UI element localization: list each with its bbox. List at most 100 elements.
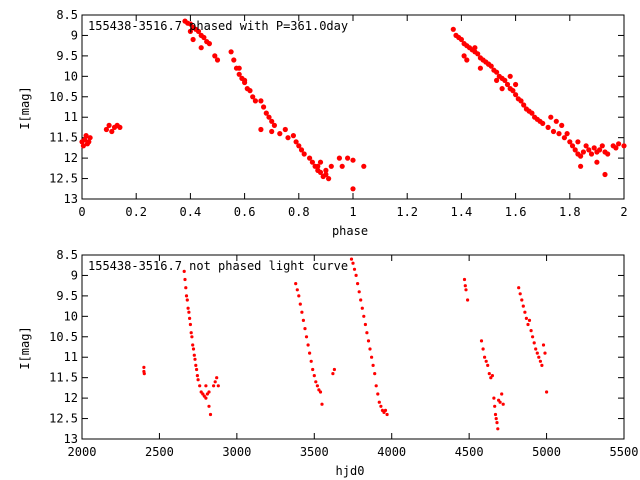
data-point — [282, 126, 288, 133]
data-point — [540, 363, 544, 367]
data-point — [271, 122, 277, 128]
x-tick-label: 1.2 — [396, 205, 418, 219]
data-point — [499, 86, 505, 92]
data-point — [336, 155, 342, 161]
data-point — [486, 363, 490, 367]
y-tick-label: 13 — [64, 432, 78, 446]
y-tick-label: 12 — [64, 391, 78, 405]
y-tick-label: 8.5 — [56, 8, 78, 22]
x-tick-label: 0.8 — [288, 205, 310, 219]
y-tick-label: 12 — [64, 151, 78, 165]
data-point — [559, 122, 565, 128]
chart-title: 155438-3516.7 not phased light curve — [88, 259, 348, 273]
data-point — [517, 286, 521, 290]
data-point — [490, 374, 494, 378]
data-point — [356, 282, 360, 286]
data-point — [510, 88, 516, 94]
data-point — [306, 343, 310, 347]
y-ticks: 8.5 9 9.5 10 10.5 11 11.5 12 12.5 13 — [49, 8, 624, 206]
data-point — [373, 372, 377, 376]
data-point — [479, 339, 484, 343]
data-point — [487, 372, 491, 376]
data-point — [495, 421, 499, 425]
x-tick-label: 1.4 — [451, 205, 473, 219]
data-point — [345, 155, 351, 161]
data-point — [362, 314, 366, 318]
data-point — [361, 163, 367, 169]
data-point — [483, 355, 487, 359]
data-point — [192, 353, 196, 357]
data-point — [236, 71, 242, 77]
x-ticks: 2000 2500 3000 3500 4000 4500 5000 5500 — [68, 255, 638, 459]
data-point — [553, 118, 559, 124]
data-point — [86, 139, 92, 145]
data-point — [277, 131, 283, 137]
x-tick-label: 3500 — [300, 445, 329, 459]
x-tick-label: 4000 — [377, 445, 406, 459]
data-point — [207, 390, 211, 394]
data-point — [261, 104, 267, 110]
data-point — [184, 286, 188, 290]
data-point — [236, 65, 242, 71]
data-point — [588, 151, 595, 157]
data-point — [189, 331, 193, 335]
data-points — [79, 18, 627, 192]
data-point — [318, 390, 323, 394]
x-tick-label: 3000 — [222, 445, 251, 459]
data-point — [523, 310, 527, 314]
y-tick-label: 10.5 — [49, 330, 78, 344]
data-point — [527, 318, 532, 322]
data-point — [366, 339, 371, 343]
data-point — [377, 400, 381, 404]
data-point — [352, 267, 357, 271]
data-point — [80, 143, 86, 149]
x-tick-label: 0.4 — [180, 205, 202, 219]
data-point — [518, 292, 522, 296]
data-point — [498, 400, 502, 404]
data-point — [195, 374, 199, 378]
y-tick-label: 9 — [71, 28, 78, 42]
data-point — [311, 367, 315, 372]
data-point — [323, 167, 329, 173]
data-point — [363, 322, 367, 327]
y-axis-label: I[mag] — [18, 326, 32, 369]
data-point — [501, 402, 505, 406]
data-point — [534, 347, 538, 351]
data-point — [492, 396, 496, 400]
data-point — [513, 81, 519, 88]
data-point — [212, 53, 218, 59]
data-point — [195, 367, 199, 372]
data-point — [602, 171, 608, 178]
data-point — [376, 392, 380, 396]
data-point — [216, 384, 220, 388]
data-point — [293, 139, 299, 145]
x-tick-label: 1.8 — [559, 205, 581, 219]
data-point — [339, 163, 345, 169]
data-point — [485, 61, 492, 67]
x-tick-label: 1 — [349, 205, 356, 219]
data-point — [308, 351, 312, 355]
data-point — [201, 34, 207, 41]
data-point — [297, 294, 301, 298]
data-point — [374, 384, 378, 388]
data-point — [215, 376, 219, 380]
data-point — [466, 298, 470, 302]
data-point — [385, 412, 389, 417]
data-point — [599, 143, 605, 149]
data-point — [328, 163, 334, 169]
data-point — [214, 57, 221, 63]
data-point — [532, 341, 536, 345]
data-point — [183, 277, 187, 282]
data-point — [502, 77, 508, 83]
data-point — [464, 57, 470, 63]
data-point — [360, 306, 364, 310]
data-point — [550, 128, 557, 135]
data-point — [208, 412, 213, 417]
data-point — [520, 298, 524, 302]
data-point — [545, 390, 549, 394]
data-point — [450, 26, 456, 32]
data-point — [597, 147, 603, 153]
data-point — [484, 359, 488, 363]
data-point — [494, 417, 498, 421]
